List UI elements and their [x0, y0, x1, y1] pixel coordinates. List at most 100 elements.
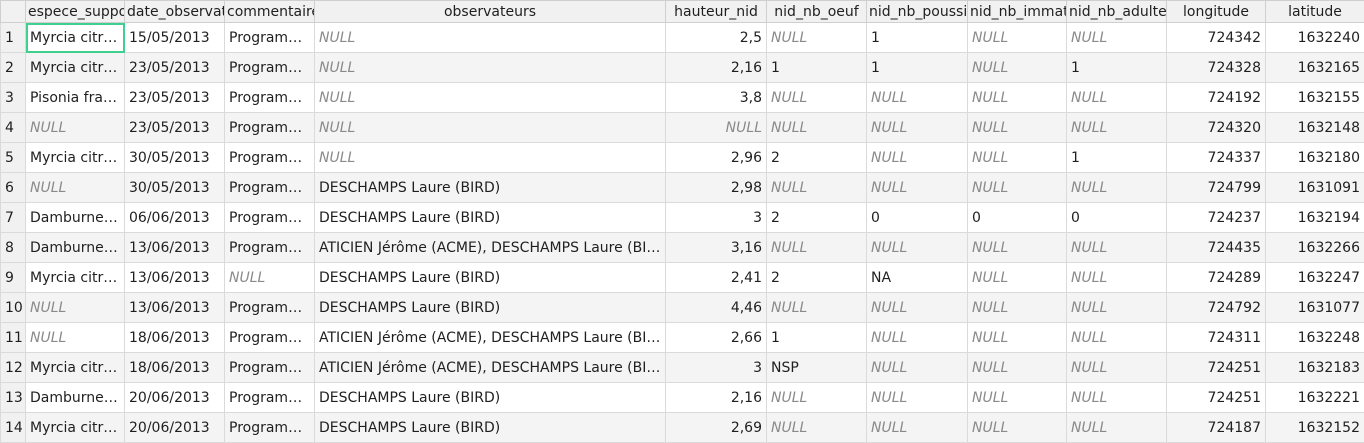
table-cell[interactable]: 18/06/2013 — [124, 322, 225, 353]
table-cell[interactable]: Myrcia citri… — [25, 52, 125, 83]
table-cell[interactable]: 30/05/2013 — [124, 142, 225, 173]
table-cell[interactable]: 1632221 — [1265, 382, 1364, 413]
table-cell[interactable]: 724289 — [1166, 262, 1266, 293]
table-cell[interactable]: Program… — [224, 352, 315, 383]
table-cell[interactable]: 1632183 — [1265, 352, 1364, 383]
table-cell[interactable]: NSP — [766, 352, 867, 383]
table-cell[interactable]: NULL — [314, 22, 666, 53]
table-cell[interactable]: 1631077 — [1265, 292, 1364, 323]
table-cell[interactable]: 0 — [967, 202, 1067, 233]
table-cell[interactable]: NULL — [967, 112, 1067, 143]
table-cell[interactable]: NULL — [25, 322, 125, 353]
table-cell[interactable]: NULL — [967, 412, 1067, 443]
table-cell[interactable]: NULL — [866, 232, 968, 263]
row-number[interactable]: 4 — [0, 112, 26, 143]
table-cell[interactable]: Program… — [224, 232, 315, 263]
table-cell[interactable]: 1631091 — [1265, 172, 1364, 203]
table-cell[interactable]: 2,69 — [665, 412, 767, 443]
table-cell[interactable]: NULL — [1066, 322, 1167, 353]
column-header-2[interactable]: commentaires — [224, 0, 315, 23]
table-cell[interactable]: Damburne… — [25, 232, 125, 263]
table-cell[interactable]: Damburne… — [25, 202, 125, 233]
table-cell[interactable]: 20/06/2013 — [124, 382, 225, 413]
table-cell[interactable]: 1632247 — [1265, 262, 1364, 293]
column-header-3[interactable]: observateurs — [314, 0, 666, 23]
table-cell[interactable]: NULL — [967, 292, 1067, 323]
table-cell[interactable]: NULL — [866, 112, 968, 143]
table-cell[interactable]: 1632148 — [1265, 112, 1364, 143]
row-number[interactable]: 7 — [0, 202, 26, 233]
table-cell[interactable]: NULL — [866, 322, 968, 353]
table-cell[interactable]: NULL — [866, 142, 968, 173]
table-cell[interactable]: NULL — [25, 112, 125, 143]
table-cell[interactable]: 1632248 — [1265, 322, 1364, 353]
table-cell[interactable]: NULL — [766, 232, 867, 263]
column-header-1[interactable]: date_observation — [124, 0, 225, 23]
table-cell[interactable]: 13/06/2013 — [124, 232, 225, 263]
table-cell[interactable]: 23/05/2013 — [124, 82, 225, 113]
table-cell[interactable]: 20/06/2013 — [124, 412, 225, 443]
table-cell[interactable]: 23/05/2013 — [124, 112, 225, 143]
table-cell[interactable]: 15/05/2013 — [124, 22, 225, 53]
table-cell[interactable]: NULL — [1066, 412, 1167, 443]
table-cell[interactable]: DESCHAMPS Laure (BIRD) — [314, 382, 666, 413]
table-cell[interactable]: 3 — [665, 202, 767, 233]
table-cell[interactable]: 1 — [1066, 142, 1167, 173]
table-cell[interactable]: Program… — [224, 292, 315, 323]
table-cell[interactable]: NULL — [766, 382, 867, 413]
table-cell[interactable]: NULL — [967, 382, 1067, 413]
row-number[interactable]: 6 — [0, 172, 26, 203]
table-cell[interactable]: 724237 — [1166, 202, 1266, 233]
table-cell[interactable]: Program… — [224, 52, 315, 83]
table-cell[interactable]: DESCHAMPS Laure (BIRD) — [314, 202, 666, 233]
table-cell[interactable]: NULL — [1066, 232, 1167, 263]
table-cell[interactable]: NULL — [866, 412, 968, 443]
table-cell[interactable]: Myrcia citri… — [25, 412, 125, 443]
column-header-10[interactable]: latitude — [1265, 0, 1364, 23]
table-cell[interactable]: ATICIEN Jérôme (ACME), DESCHAMPS Laure (… — [314, 322, 666, 353]
table-cell[interactable]: Damburne… — [25, 382, 125, 413]
table-cell[interactable]: 18/06/2013 — [124, 352, 225, 383]
table-cell[interactable]: NULL — [967, 262, 1067, 293]
table-cell[interactable]: 1632152 — [1265, 412, 1364, 443]
table-cell[interactable]: 2,16 — [665, 52, 767, 83]
row-number[interactable]: 9 — [0, 262, 26, 293]
table-cell[interactable]: 1 — [866, 52, 968, 83]
table-cell[interactable]: NULL — [314, 142, 666, 173]
row-number[interactable]: 11 — [0, 322, 26, 353]
table-cell[interactable]: NULL — [766, 292, 867, 323]
table-cell[interactable]: 4,46 — [665, 292, 767, 323]
row-number[interactable]: 5 — [0, 142, 26, 173]
table-cell[interactable]: NULL — [1066, 382, 1167, 413]
table-cell[interactable]: 13/06/2013 — [124, 262, 225, 293]
table-cell[interactable]: 1632266 — [1265, 232, 1364, 263]
table-cell[interactable]: NULL — [967, 22, 1067, 53]
table-cell[interactable]: DESCHAMPS Laure (BIRD) — [314, 292, 666, 323]
table-cell[interactable]: NULL — [866, 382, 968, 413]
table-cell[interactable]: NULL — [1066, 292, 1167, 323]
table-cell[interactable]: 724192 — [1166, 82, 1266, 113]
table-cell[interactable]: 13/06/2013 — [124, 292, 225, 323]
table-cell[interactable]: 2,98 — [665, 172, 767, 203]
table-cell[interactable]: Program… — [224, 112, 315, 143]
table-cell[interactable]: 724251 — [1166, 382, 1266, 413]
table-cell[interactable]: Program… — [224, 202, 315, 233]
table-cell[interactable]: NULL — [25, 292, 125, 323]
table-cell[interactable]: ATICIEN Jérôme (ACME), DESCHAMPS Laure (… — [314, 232, 666, 263]
table-cell[interactable]: 1632165 — [1265, 52, 1364, 83]
table-cell[interactable]: Myrcia citri… — [25, 352, 125, 383]
table-cell[interactable]: 0 — [1066, 202, 1167, 233]
column-header-0[interactable]: espece_support — [25, 0, 125, 23]
table-cell[interactable]: NULL — [967, 82, 1067, 113]
table-cell[interactable]: 724792 — [1166, 292, 1266, 323]
table-cell[interactable]: 06/06/2013 — [124, 202, 225, 233]
table-cell[interactable]: 2 — [766, 142, 867, 173]
table-cell[interactable]: 724251 — [1166, 352, 1266, 383]
table-cell[interactable]: 724311 — [1166, 322, 1266, 353]
row-number[interactable]: 2 — [0, 52, 26, 83]
table-cell[interactable]: NULL — [967, 352, 1067, 383]
table-cell[interactable]: 2,66 — [665, 322, 767, 353]
table-cell[interactable]: NULL — [967, 322, 1067, 353]
table-cell[interactable]: 1632155 — [1265, 82, 1364, 113]
table-cell[interactable]: Myrcia citri… — [25, 22, 125, 53]
